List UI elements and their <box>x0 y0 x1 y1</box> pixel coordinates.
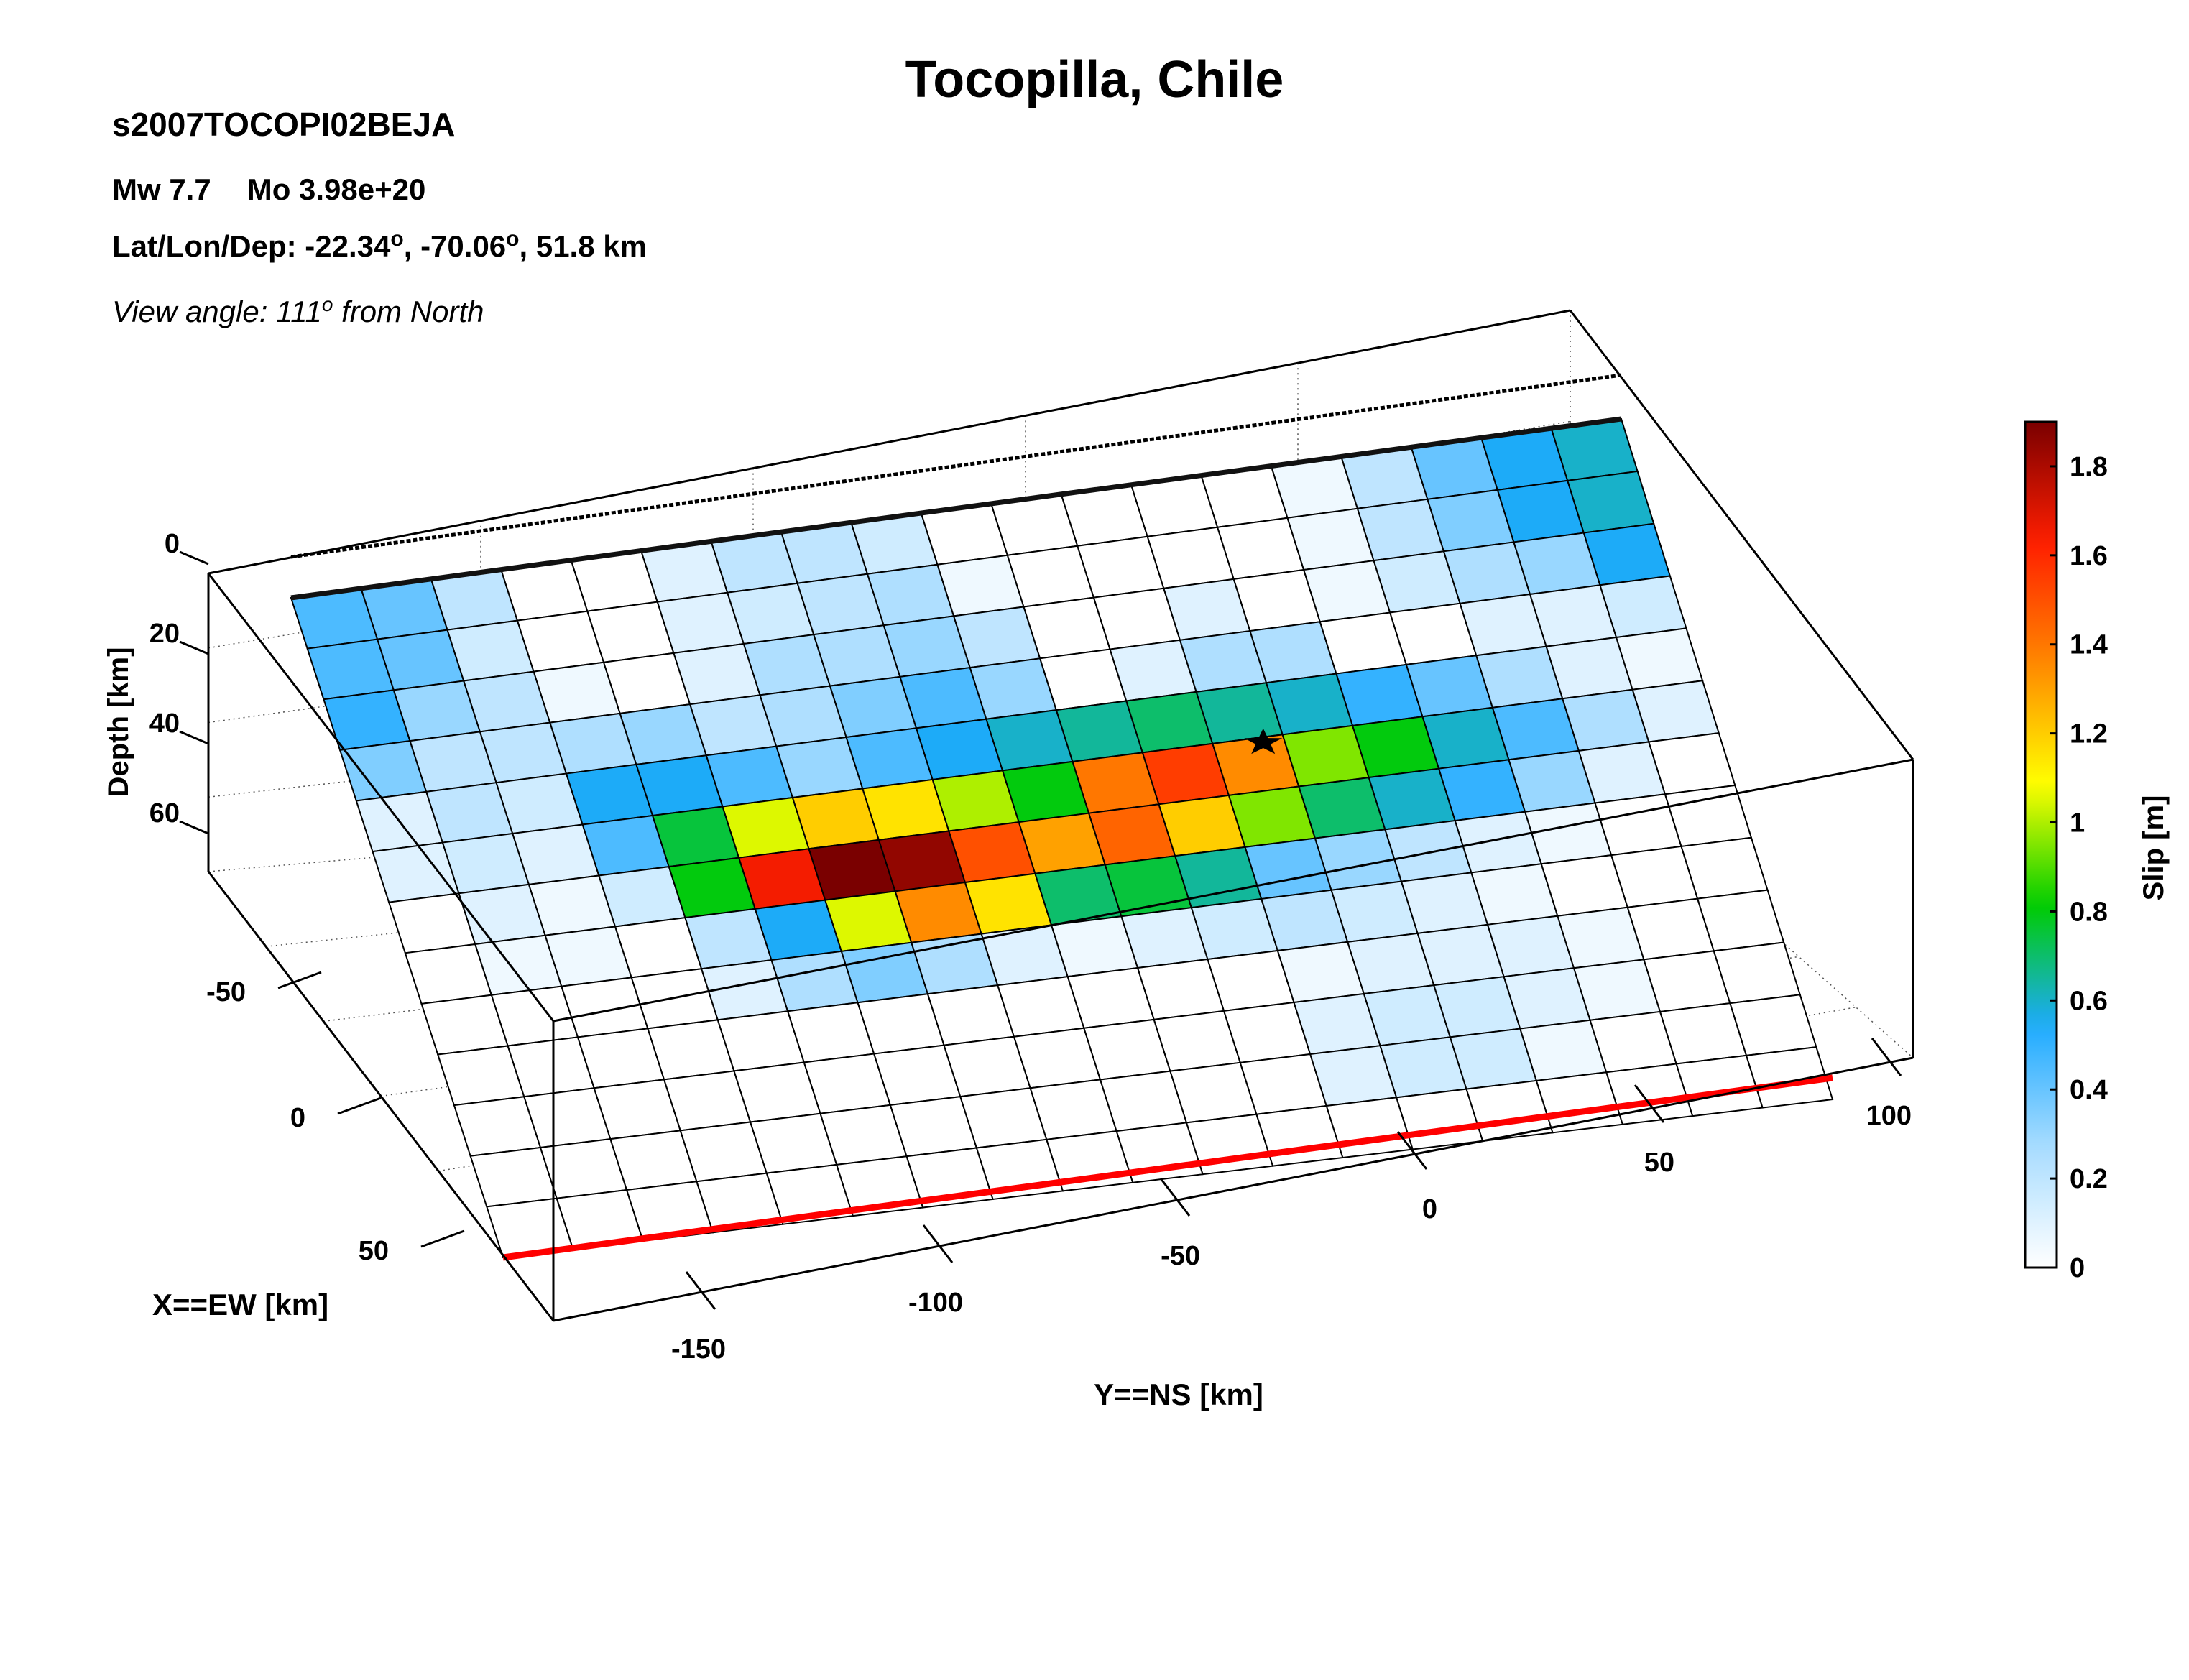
view-angle-suffix: from North <box>333 295 484 328</box>
y-tick-label: -100 <box>908 1288 963 1318</box>
slip-cell <box>1664 784 1753 848</box>
magnitude-line: Mw 7.7 Mo 3.98e+20 <box>112 172 461 207</box>
x-tick-label: 0 <box>290 1103 305 1133</box>
box-edge <box>1569 310 1914 760</box>
y-tick-mark <box>1159 1178 1191 1217</box>
depth-text: , 51.8 km <box>519 229 647 263</box>
colorbar-tick-label: 0 <box>2070 1253 2085 1283</box>
depth-tick-label: 20 <box>149 619 180 649</box>
slip-cell <box>1615 627 1704 691</box>
moment-magnitude: Mw 7.7 <box>112 172 211 206</box>
slip-cell <box>1566 470 1655 534</box>
colorbar-scale <box>2024 420 2058 1269</box>
slip-cell <box>1631 680 1720 743</box>
seismic-moment: Mo 3.98e+20 <box>246 172 426 206</box>
view-angle-line: View angle: 111o from North <box>112 293 484 329</box>
slip-cell <box>1696 889 1785 952</box>
box-edge <box>553 1056 1914 1322</box>
colorbar-tick-label: 0.8 <box>2070 897 2108 927</box>
longitude-text: , -70.06 <box>403 229 507 263</box>
colorbar-tick-label: 1.6 <box>2070 541 2108 571</box>
colorbar-label: Slip [m] <box>2138 795 2170 901</box>
colorbar-tick-label: 0.4 <box>2070 1075 2108 1105</box>
slip-cell <box>1599 575 1687 639</box>
degree-mark: o <box>321 293 333 315</box>
colorbar: 0 0.2 0.4 0.6 0.8 1 1.2 1.4 1.6 1.8 <box>2024 420 2108 1283</box>
y-tick-label: 0 <box>1422 1194 1437 1224</box>
depth-tick-mark <box>179 640 209 655</box>
depth-tick-mark <box>179 730 209 745</box>
depth-tick-mark <box>179 550 209 566</box>
axis-ticks: 0 20 40 60 -50 0 50 -150 -100 -50 0 50 100 <box>149 529 1912 1365</box>
slip-cells <box>290 416 1834 1261</box>
box-edge <box>207 573 555 1022</box>
y-tick-mark <box>1396 1131 1428 1170</box>
colorbar-tick-label: 1 <box>2070 808 2085 839</box>
x-tick-mark <box>277 971 322 989</box>
fault-top-edge <box>290 416 1622 601</box>
depth-tick-label: 40 <box>149 709 180 739</box>
depth-tick-label: 0 <box>165 529 180 559</box>
degree-mark: o <box>390 227 404 251</box>
y-tick-mark <box>922 1224 954 1263</box>
colorbar-tick-label: 1.8 <box>2070 452 2108 482</box>
colorbar-tick-label: 1.4 <box>2070 630 2108 660</box>
slip-cell <box>1582 522 1672 586</box>
depth-tick-label: 60 <box>149 798 180 829</box>
slip-cell <box>1680 836 1769 900</box>
y-tick-mark <box>1633 1084 1665 1123</box>
box-edge <box>553 758 1914 1023</box>
view-angle-text: View angle: 111 <box>112 295 322 328</box>
hypocenter-star <box>1244 728 1283 754</box>
y-tick-mark <box>685 1271 716 1310</box>
x-tick-label: -50 <box>206 977 246 1007</box>
x-tick-label: 50 <box>359 1236 389 1266</box>
y-tick-label: 100 <box>1866 1101 1912 1131</box>
y-tick-label: -50 <box>1161 1241 1200 1271</box>
x-tick-mark <box>337 1097 382 1115</box>
y-tick-label: -150 <box>671 1334 726 1365</box>
latitude-text: Lat/Lon/Dep: -22.34 <box>112 229 391 263</box>
slip-cell <box>1713 941 1802 1005</box>
y-axis-label: Y==NS [km] <box>1094 1377 1263 1411</box>
x-tick-mark <box>420 1229 465 1248</box>
trench-line <box>502 1074 1833 1261</box>
colorbar-tick-label: 0.2 <box>2070 1164 2108 1194</box>
colorbar-tick-label: 0.6 <box>2070 986 2108 1016</box>
location-line: Lat/Lon/Dep: -22.34o, -70.06o, 51.8 km <box>112 227 647 264</box>
slip-cell <box>1729 994 1817 1056</box>
box-edge <box>207 871 555 1321</box>
surface-trace <box>290 373 1622 559</box>
colorbar-tick-label: 1.2 <box>2070 719 2108 749</box>
slip-cell <box>1647 731 1736 795</box>
box-edge <box>208 309 1571 575</box>
model-id: s2007TOCOPI02BEJA <box>112 106 456 143</box>
degree-mark: o <box>506 227 520 251</box>
y-tick-mark <box>1871 1038 1902 1076</box>
x-axis-label: X==EW [km] <box>152 1288 328 1321</box>
depth-axis-label: Depth [km] <box>103 647 134 798</box>
y-tick-label: 50 <box>1644 1148 1674 1178</box>
chart-title: Tocopilla, Chile <box>905 51 1284 109</box>
depth-tick-mark <box>179 820 209 835</box>
box-front-lines <box>207 309 1914 1322</box>
